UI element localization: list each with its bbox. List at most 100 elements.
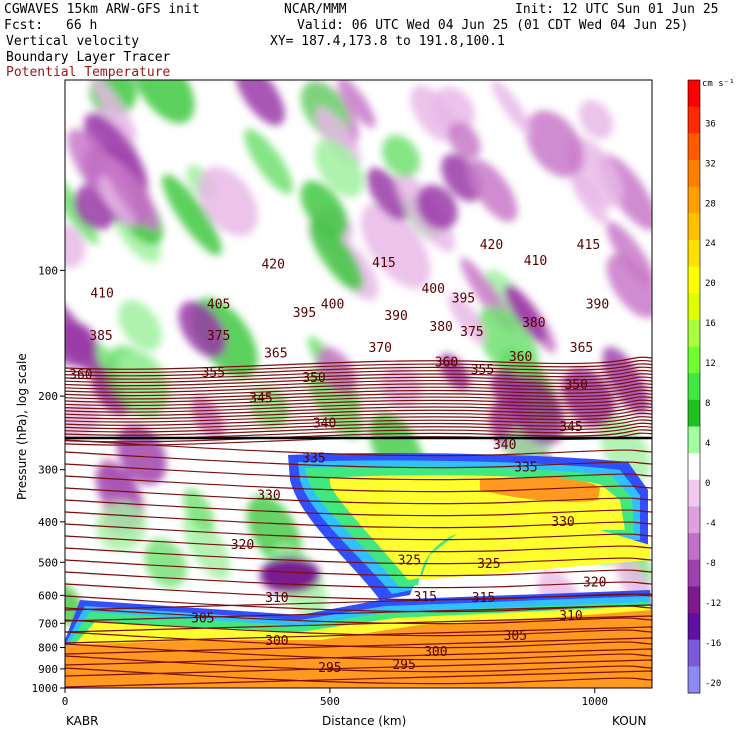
theta-label: 310 — [265, 591, 288, 606]
theta-label: 295 — [392, 658, 415, 673]
colorbar-swatch — [688, 613, 700, 641]
colorbar-swatch — [688, 106, 700, 134]
theta-label: 400 — [421, 282, 444, 297]
vv-cell — [300, 180, 348, 239]
y-tick-label: 900 — [38, 663, 58, 676]
y-tick-label: 800 — [38, 642, 58, 655]
theta-label: 420 — [261, 258, 284, 273]
colorbar-tick-label: 28 — [705, 199, 716, 209]
x-tick-label: 1000 — [582, 695, 609, 708]
field-vertical-velocity: Vertical velocity — [6, 34, 140, 49]
theta-label: 340 — [313, 416, 336, 431]
colorbar-swatch — [688, 159, 700, 188]
theta-contour — [65, 593, 652, 611]
colorbar-tick-label: -4 — [705, 519, 716, 529]
colorbar-swatch — [688, 666, 700, 694]
vv-cell — [416, 184, 458, 230]
y-tick-label: 500 — [38, 556, 58, 569]
theta-label: 300 — [265, 634, 288, 649]
theta-label: 305 — [504, 629, 527, 644]
colorbar-tick-label: 4 — [705, 439, 710, 449]
colorbar-swatch — [688, 373, 700, 401]
theta-label: 310 — [559, 609, 582, 624]
colorbar-tick-label: 12 — [705, 359, 716, 369]
colorbar-tick-label: 32 — [705, 159, 716, 169]
vv-cell — [606, 254, 652, 319]
colorbar-tick-label: 36 — [705, 119, 716, 129]
theta-contour — [65, 463, 652, 481]
theta-contour — [65, 626, 652, 644]
theta-label: 360 — [509, 350, 532, 365]
theta-label: 390 — [586, 297, 609, 312]
theta-label: 345 — [249, 392, 272, 407]
theta-contour — [65, 451, 652, 469]
colorbar-units: cm s⁻¹ — [702, 79, 735, 89]
vv-cell — [162, 174, 222, 256]
theta-contour — [65, 547, 652, 565]
colorbar-swatch — [688, 426, 700, 454]
colorbar-tick-label: -12 — [705, 599, 721, 609]
theta-label: 330 — [257, 489, 280, 504]
colorbar-swatch — [688, 133, 700, 161]
theta-contour — [65, 396, 652, 410]
theta-contour — [65, 475, 652, 493]
colorbar-swatch — [688, 399, 700, 427]
theta-label: 395 — [293, 306, 316, 321]
theta-contour — [65, 379, 652, 393]
theta-contour — [65, 376, 652, 390]
vv-cell — [235, 80, 285, 126]
theta-contour — [65, 409, 652, 423]
vv-cell — [525, 110, 584, 178]
theta-label: 370 — [368, 341, 391, 356]
colorbar-swatch — [688, 186, 700, 214]
colorbar-swatch — [688, 266, 700, 294]
theta-contour — [65, 383, 652, 397]
theta-contour — [65, 670, 652, 688]
vv-cell — [467, 159, 518, 222]
theta-contour — [65, 399, 652, 413]
vv-cell — [143, 538, 187, 588]
theta-labels: 410 405 420 395 400 415 390 400 395 420 410 415 390 3… — [69, 238, 609, 676]
vv-cell — [491, 80, 533, 135]
theta-contour — [65, 559, 652, 577]
colorbar-swatch — [688, 80, 700, 108]
vv-cell — [103, 155, 160, 231]
theta-contour — [65, 406, 652, 420]
y-axis: 1000 900 800 700 600 500 400 300 200 100 — [32, 264, 65, 695]
y-tick-label: 100 — [38, 264, 58, 277]
colorbar-tick-label: 24 — [705, 239, 716, 249]
theta-contour — [65, 422, 652, 436]
fcst-label: Fcst: — [4, 18, 44, 33]
fcst-value: 66 h — [66, 18, 98, 33]
vv-cell — [360, 203, 431, 289]
theta-label: 350 — [564, 378, 587, 393]
theta-label: 400 — [321, 297, 344, 312]
vv-cell — [118, 300, 162, 351]
vv-cell — [244, 128, 293, 195]
vv-cell — [65, 162, 99, 245]
vv-cell — [197, 166, 258, 236]
theta-label: 315 — [414, 590, 437, 605]
potential-temperature-contours — [65, 356, 652, 688]
theta-label: 345 — [559, 420, 582, 435]
colorbar-swatch — [688, 319, 700, 348]
theta-label: 410 — [524, 254, 547, 269]
colorbar-tick-label: -16 — [705, 639, 721, 649]
vv-cell — [260, 557, 320, 593]
theta-contour — [65, 511, 652, 529]
theta-label: 390 — [384, 309, 407, 324]
theta-contour — [65, 523, 652, 541]
vv-cell — [337, 80, 376, 128]
colorbar-tick-label: -8 — [705, 559, 716, 569]
x-axis-label: Distance (km) — [322, 714, 406, 728]
theta-label: 405 — [207, 297, 230, 312]
vv-cell — [65, 322, 97, 367]
theta-label: 360 — [69, 368, 92, 383]
theta-label: 330 — [551, 515, 574, 530]
theta-contour — [65, 369, 652, 384]
plot-field — [65, 80, 652, 688]
init-time: Init: 12 UTC Sun 01 Jun 25 — [515, 2, 719, 17]
theta-contour — [65, 604, 652, 622]
vv-cell — [578, 100, 614, 139]
theta-label: 335 — [514, 461, 537, 476]
